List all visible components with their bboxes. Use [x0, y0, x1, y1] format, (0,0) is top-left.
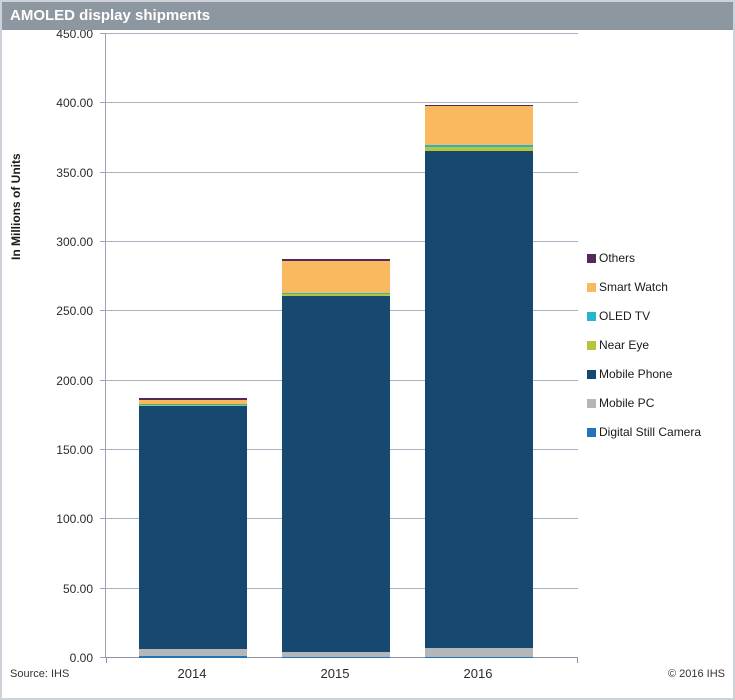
y-tick-label: 50.00	[62, 582, 93, 596]
legend-item-oled-tv: OLED TV	[587, 309, 701, 323]
legend-label: OLED TV	[599, 309, 651, 323]
bar-segment-mobile-pc	[282, 652, 390, 658]
bar-segment-smart-watch	[425, 106, 533, 145]
y-tick-mark	[100, 588, 106, 589]
y-tick-label: 250.00	[56, 304, 93, 318]
legend-item-smart-watch: Smart Watch	[587, 280, 701, 294]
x-axis-end-tick	[106, 658, 107, 663]
bar-segment-smart-watch	[139, 399, 247, 404]
y-tick-label: 200.00	[56, 374, 93, 388]
bar-segment-digital-still-camera	[139, 655, 247, 658]
legend-label: Mobile Phone	[599, 367, 673, 381]
bar-segment-mobile-pc	[139, 649, 247, 656]
stacked-bar-2015	[282, 34, 390, 658]
y-tick-mark	[100, 449, 106, 450]
legend-label: Smart Watch	[599, 280, 668, 294]
legend-swatch-icon	[587, 340, 596, 350]
y-tick-mark	[100, 172, 106, 173]
bar-segment-oled-tv	[282, 293, 390, 294]
y-tick-label: 100.00	[56, 512, 93, 526]
bar-segment-digital-still-camera	[282, 657, 390, 658]
legend-label: Others	[599, 251, 636, 265]
source-note: Source: IHS	[10, 668, 70, 680]
legend-swatch-icon	[587, 369, 596, 379]
bar-segment-near-eye	[425, 147, 533, 152]
plot-area	[100, 33, 578, 663]
x-tick-label-2016: 2016	[463, 666, 493, 681]
gridline-300	[106, 241, 578, 242]
bar-segment-near-eye	[139, 404, 247, 407]
window-title-bar: AMOLED display shipments	[2, 2, 733, 30]
gridline-450	[106, 33, 578, 34]
y-tick-mark	[100, 102, 106, 103]
legend-item-mobile-phone: Mobile Phone	[587, 367, 701, 381]
bar-segment-mobile-phone	[282, 296, 390, 653]
bar-segment-others	[139, 398, 247, 400]
bar-segment-mobile-pc	[425, 648, 533, 658]
y-tick-label: 300.00	[56, 235, 93, 249]
stacked-bar-2016	[425, 34, 533, 658]
legend: Others Smart Watch OLED TV Near Eye Mobile P…	[587, 251, 702, 439]
copyright-note: © 2016 IHS	[667, 668, 725, 680]
legend-label: Digital Still Camera	[599, 425, 702, 439]
x-tick-label-2014: 2014	[177, 666, 207, 681]
bar-segment-mobile-phone	[425, 151, 533, 649]
bar-segment-digital-still-camera	[425, 657, 533, 658]
stacked-bar-2014	[139, 34, 247, 658]
y-axis-tick-labels: 0.00 50.00 100.00 150.00 200.00 250.00 300.00 3…	[2, 27, 98, 665]
x-axis-end-tick	[577, 658, 578, 663]
legend-label: Near Eye	[599, 338, 650, 352]
bar-segment-mobile-phone	[139, 406, 247, 649]
legend-item-others: Others	[587, 251, 701, 265]
y-tick-label: 350.00	[56, 166, 93, 180]
y-tick-mark	[100, 241, 106, 242]
legend-item-digital-still-camera: Digital Still Camera	[587, 425, 702, 439]
gridline-400	[106, 102, 578, 103]
legend-label: Mobile PC	[599, 396, 655, 410]
y-tick-label: 400.00	[56, 96, 93, 110]
legend-swatch-icon	[587, 282, 596, 292]
legend-swatch-icon	[587, 398, 596, 408]
y-tick-label: 450.00	[56, 27, 93, 41]
bar-segment-oled-tv	[425, 144, 533, 148]
y-tick-label: 150.00	[56, 443, 93, 457]
legend-item-near-eye: Near Eye	[587, 338, 701, 352]
legend-swatch-icon	[587, 253, 596, 263]
window-title: AMOLED display shipments	[10, 7, 211, 24]
y-tick-mark	[100, 380, 106, 381]
y-tick-label: 0.00	[69, 651, 93, 665]
bar-segment-others	[425, 105, 533, 107]
y-tick-mark	[100, 310, 106, 311]
gridline-350	[106, 172, 578, 173]
bar-segment-smart-watch	[282, 261, 390, 294]
x-tick-label-2015: 2015	[320, 666, 350, 681]
y-tick-mark	[100, 657, 106, 658]
legend-item-mobile-pc: Mobile PC	[587, 396, 701, 410]
y-tick-mark	[100, 33, 106, 34]
x-axis-labels: 2014 2015 2016	[105, 666, 577, 682]
legend-swatch-icon	[587, 427, 596, 437]
y-tick-mark	[100, 518, 106, 519]
bar-segment-near-eye	[282, 293, 390, 297]
legend-swatch-icon	[587, 311, 596, 321]
bar-segment-others	[282, 259, 390, 262]
